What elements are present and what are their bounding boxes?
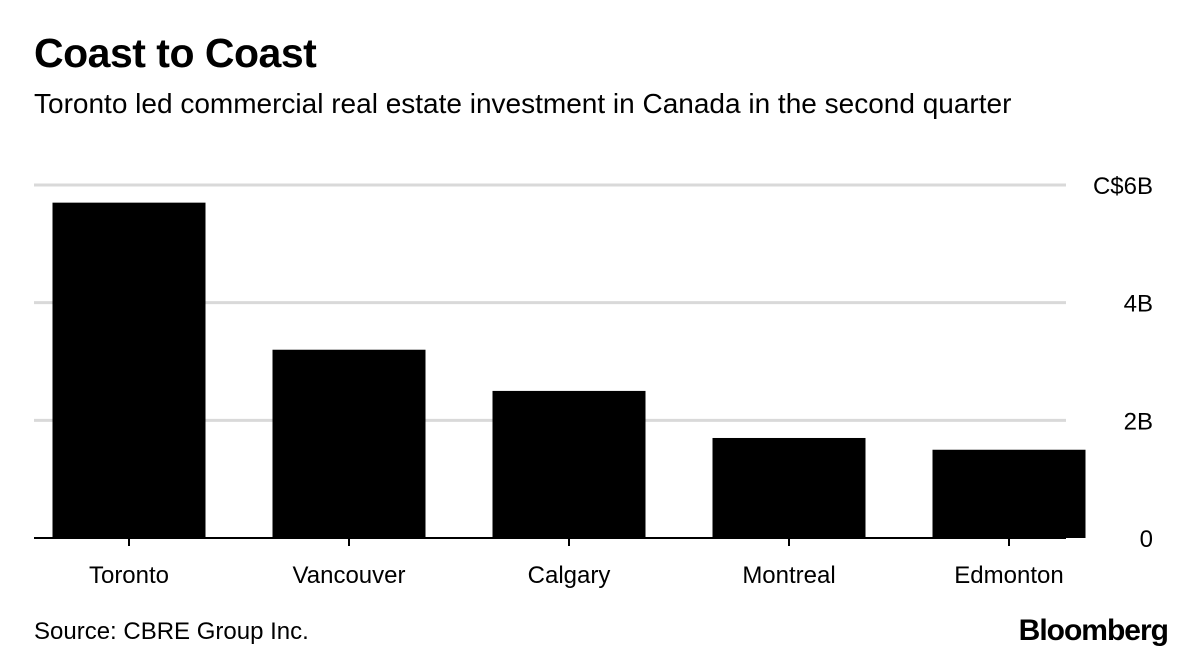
chart-title: Coast to Coast xyxy=(34,30,317,76)
chart-subtitle: Toronto led commercial real estate inves… xyxy=(34,88,1012,119)
bar-toronto xyxy=(52,202,206,538)
x-tick-label: Vancouver xyxy=(293,562,406,589)
bar-calgary xyxy=(492,390,646,538)
bloomberg-logo: Bloomberg xyxy=(1018,614,1169,647)
bar-edmonton xyxy=(932,449,1086,538)
source-note: Source: CBRE Group Inc. xyxy=(34,618,309,645)
bars xyxy=(52,202,1086,538)
bar-vancouver xyxy=(272,349,426,538)
bar-montreal xyxy=(712,437,866,538)
y-tick-label: 4B xyxy=(1124,291,1153,318)
x-tick-label: Edmonton xyxy=(954,562,1063,589)
x-tick-label: Calgary xyxy=(528,562,611,589)
y-tick-label: C$6B xyxy=(1093,173,1153,200)
x-tick-label: Montreal xyxy=(742,562,835,589)
axes: 0 2B 4B C$6B Toronto Vancouver Calgary Montreal… xyxy=(34,173,1153,589)
y-tick-label: 0 xyxy=(1140,526,1153,553)
x-tick-label: Toronto xyxy=(89,562,169,589)
y-tick-label: 2B xyxy=(1124,408,1153,435)
